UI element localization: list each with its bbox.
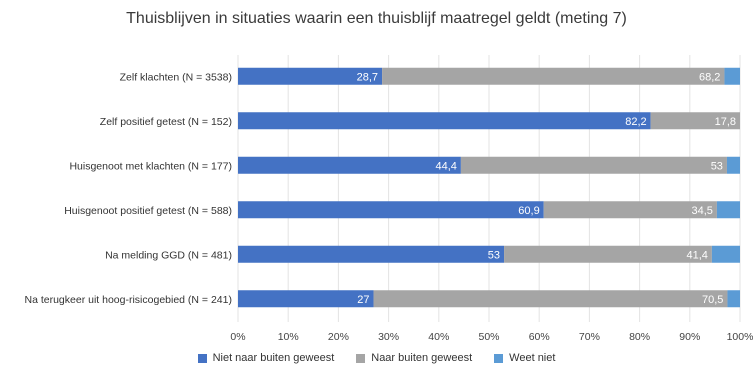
- legend-label-niet-naar-buiten: Niet naar buiten geweest: [212, 352, 335, 364]
- category-label: Zelf positief getest (N = 152): [100, 116, 232, 128]
- bar-segment: [724, 67, 740, 85]
- x-tick-label: 100%: [727, 331, 753, 343]
- data-label: 53: [711, 160, 723, 172]
- x-tick-label: 20%: [328, 331, 349, 343]
- legend-label-naar-buiten: Naar buiten geweest: [371, 352, 473, 364]
- category-label: Na melding GGD (N = 481): [105, 249, 232, 261]
- legend-swatch-naar-buiten: [356, 353, 366, 363]
- category-label: Huisgenoot positief getest (N = 588): [64, 205, 232, 217]
- chart-title: Thuisblijven in situaties waarin een thu…: [126, 10, 627, 27]
- x-tick-label: 90%: [679, 331, 700, 343]
- bar-segment: [238, 201, 544, 219]
- bar-segment: [238, 245, 505, 263]
- data-label: 68,2: [699, 71, 720, 83]
- data-label: 17,8: [715, 116, 736, 128]
- category-label: Na terugkeer uit hoog-risicogebied (N = …: [25, 294, 233, 306]
- bar-segment: [727, 290, 740, 308]
- category-label: Zelf klachten (N = 3538): [120, 71, 232, 83]
- chart-legend: Niet naar buiten geweest Naar buiten gew…: [0, 352, 753, 364]
- bar-segment: [711, 245, 740, 263]
- bar-segment: [650, 112, 740, 130]
- bar-segment: [238, 156, 461, 174]
- x-tick-label: 0%: [230, 331, 245, 343]
- bar-segment: [504, 245, 712, 263]
- bar-segment: [238, 112, 651, 130]
- data-label: 70,5: [702, 294, 723, 306]
- data-label: 28,7: [357, 71, 378, 83]
- legend-item-weet-niet: Weet niet: [494, 352, 555, 364]
- legend-label-weet-niet: Weet niet: [509, 352, 556, 364]
- legend-swatch-weet-niet: [494, 353, 504, 363]
- legend-swatch-niet-naar-buiten: [197, 353, 207, 363]
- data-label: 44,4: [435, 160, 456, 172]
- bar-segment: [543, 201, 717, 219]
- x-tick-label: 50%: [478, 331, 499, 343]
- legend-item-naar-buiten: Naar buiten geweest: [356, 352, 472, 364]
- x-tick-label: 80%: [629, 331, 650, 343]
- category-label: Huisgenoot met klachten (N = 177): [69, 160, 232, 172]
- data-label: 27: [357, 294, 369, 306]
- bar-segment: [373, 290, 728, 308]
- data-label: 53: [488, 249, 500, 261]
- x-tick-label: 10%: [278, 331, 299, 343]
- bar-segment: [716, 201, 740, 219]
- data-label: 60,9: [518, 205, 539, 217]
- data-label: 34,5: [691, 205, 712, 217]
- x-tick-label: 40%: [428, 331, 449, 343]
- x-tick-label: 60%: [529, 331, 550, 343]
- data-label: 82,2: [625, 116, 646, 128]
- bar-segment: [382, 67, 725, 85]
- bar-segment: [460, 156, 727, 174]
- x-tick-label: 30%: [378, 331, 399, 343]
- data-label: 41,4: [686, 249, 707, 261]
- x-tick-label: 70%: [579, 331, 600, 343]
- bar-segment: [238, 67, 383, 85]
- bar-segment: [238, 290, 374, 308]
- bar-segment: [726, 156, 740, 174]
- legend-item-niet-naar-buiten: Niet naar buiten geweest: [197, 352, 335, 364]
